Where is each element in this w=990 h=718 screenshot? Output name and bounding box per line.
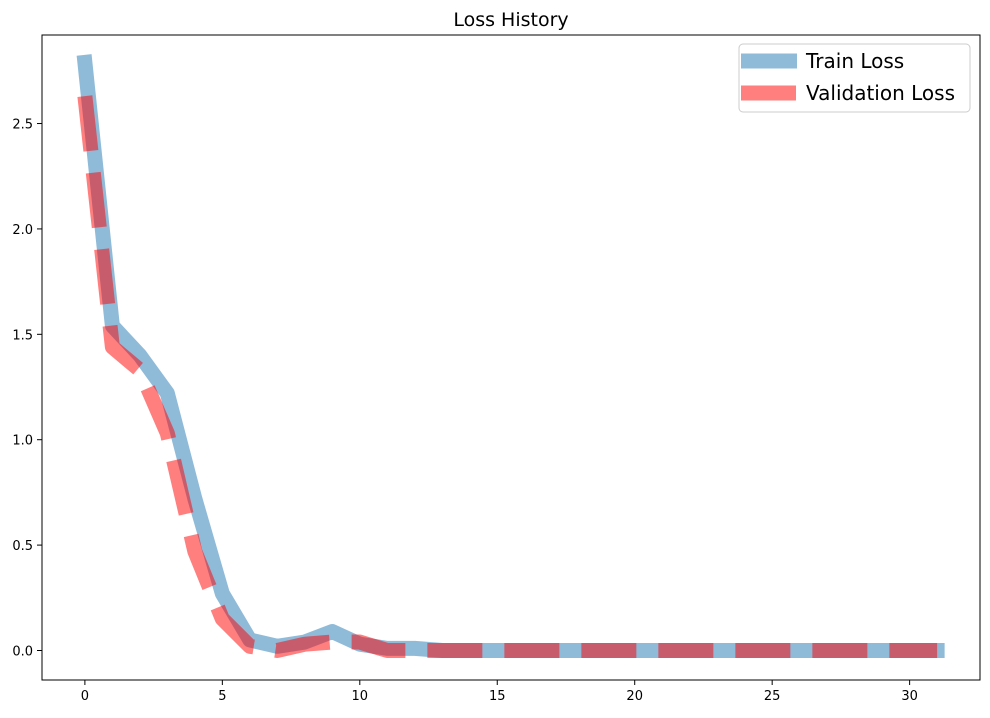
y-tick-label: 0.5: [12, 539, 33, 554]
plot-area: [42, 35, 980, 680]
x-tick-label: 0: [81, 689, 89, 704]
x-axis: 0 5 10 15 20 25 30: [81, 680, 918, 704]
y-tick-label: 2.0: [12, 223, 33, 238]
x-tick-label: 15: [489, 689, 506, 704]
y-axis: 0.0 0.5 1.0 1.5 2.0 2.5: [12, 118, 42, 659]
chart-title: Loss History: [453, 9, 568, 31]
x-tick-label: 10: [352, 689, 369, 704]
x-tick-label: 20: [626, 689, 643, 704]
legend: Train Loss Validation Loss: [738, 43, 971, 113]
y-tick-label: 2.5: [12, 118, 33, 133]
x-tick-label: 25: [764, 689, 781, 704]
y-tick-label: 1.0: [12, 434, 33, 449]
y-tick-label: 1.5: [12, 328, 33, 343]
legend-label-train-loss: Train Loss: [805, 49, 904, 73]
x-tick-label: 5: [218, 689, 226, 704]
series-layer: [76, 54, 945, 658]
legend-label-validation-loss: Validation Loss: [806, 81, 955, 105]
x-tick-label: 30: [901, 689, 918, 704]
y-tick-label: 0.0: [12, 644, 33, 659]
series-line-validation-loss: [77, 95, 938, 658]
plot-frame: [41, 34, 981, 681]
